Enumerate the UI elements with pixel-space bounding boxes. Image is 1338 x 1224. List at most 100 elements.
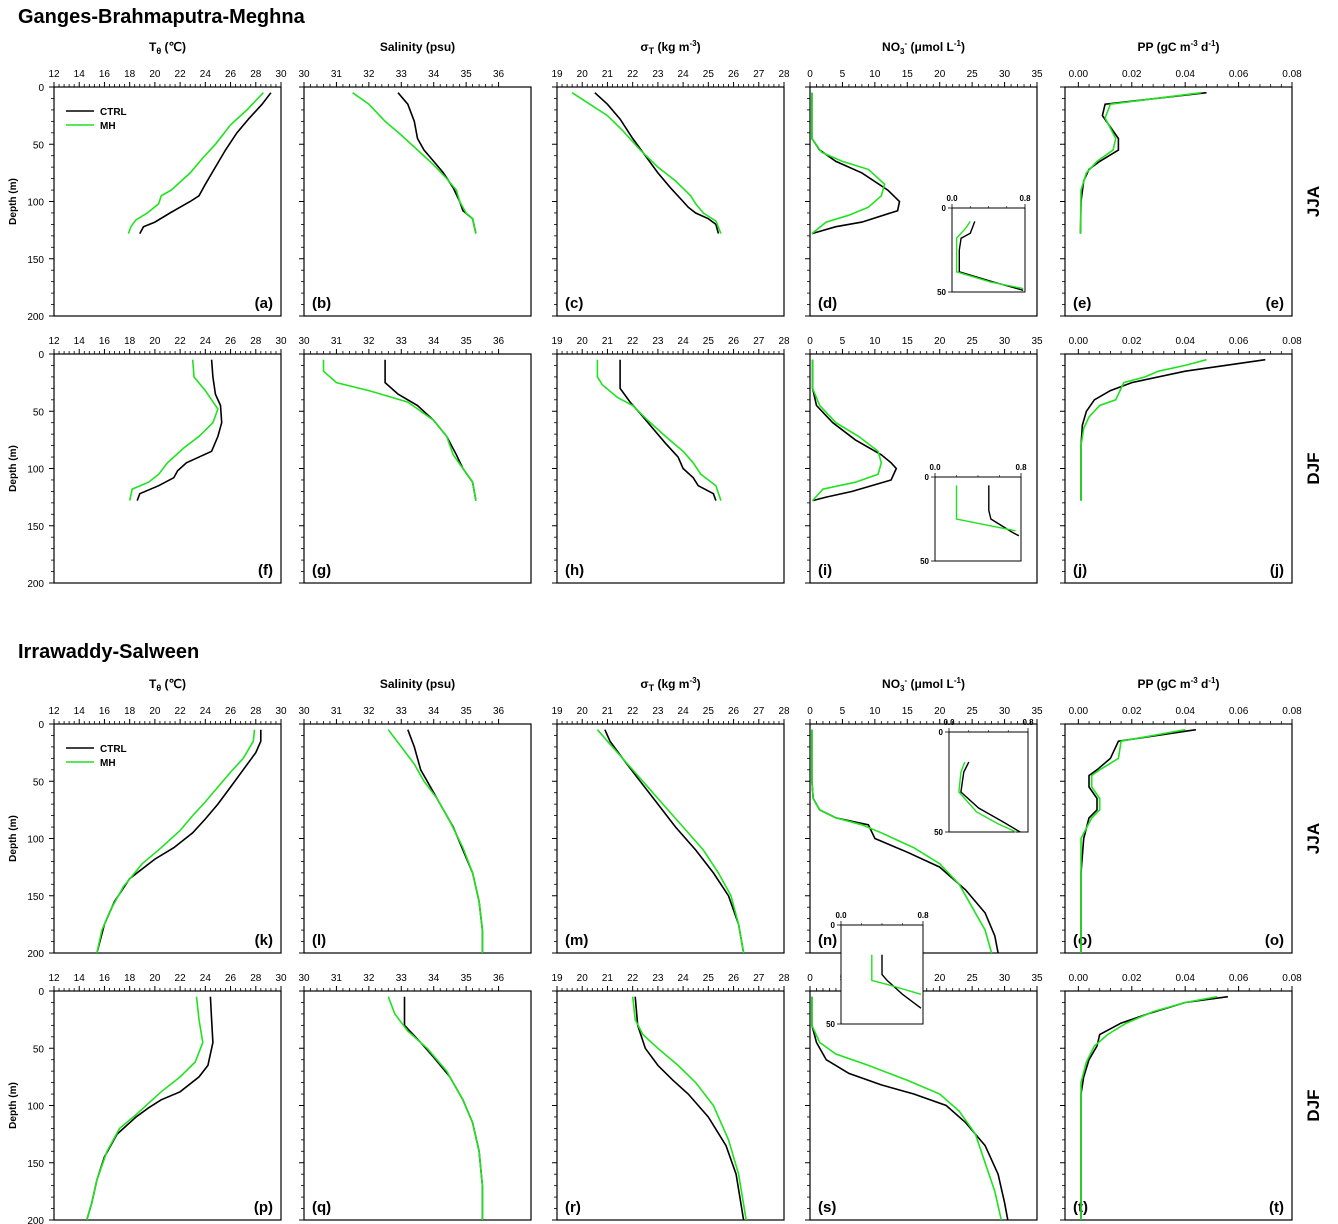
x-tick-label-l: 32	[363, 706, 375, 717]
inset-y-tick-label-d: 0	[942, 204, 947, 213]
x-tick-label-l: 34	[428, 706, 440, 717]
x-tick-label-d: 5	[840, 69, 846, 80]
x-tick-label-p: 28	[250, 973, 262, 984]
y-tick-label: 50	[33, 140, 45, 151]
inset-line-ctrl-s	[881, 954, 922, 1009]
region-title-1: Ganges-Brahmaputra-Meghna	[18, 6, 305, 28]
x-tick-label-f: 12	[48, 336, 60, 347]
panel-label-o: (o)	[1265, 932, 1284, 949]
x-tick-label-t: 0.06	[1229, 973, 1249, 984]
inset-frame-i	[934, 476, 1022, 562]
y-tick-label: 50	[33, 777, 45, 788]
x-tick-label-j: 0.06	[1229, 336, 1249, 347]
inset-x-tick-label-s: 0.0	[835, 911, 847, 920]
x-tick-label-h: 21	[602, 336, 614, 347]
x-tick-label-g: 33	[396, 336, 408, 347]
x-tick-label-k: 28	[250, 706, 262, 717]
panel-label-a: (a)	[255, 295, 273, 312]
y-tick-label: 100	[27, 198, 44, 209]
x-tick-label-t: 0.08	[1282, 973, 1302, 984]
x-tick-label-b: 34	[428, 69, 440, 80]
y-tick-label: 150	[27, 1159, 44, 1170]
x-tick-label-d: 35	[1031, 69, 1043, 80]
panel-frame-r	[556, 990, 785, 1221]
x-tick-label-p: 22	[175, 973, 187, 984]
y-tick-label: 0	[38, 720, 44, 731]
x-tick-label-c: 25	[703, 69, 715, 80]
panel-label-o: (o)	[1073, 932, 1092, 949]
series-line-mh-i	[811, 359, 883, 502]
x-tick-label-q: 36	[493, 973, 505, 984]
x-tick-label-o: 0.02	[1122, 706, 1142, 717]
x-tick-label-q: 34	[428, 973, 440, 984]
x-tick-label-c: 19	[551, 69, 563, 80]
series-line-ctrl-b	[397, 92, 477, 234]
y-tick-label: 50	[33, 1044, 45, 1055]
x-tick-label-g: 30	[298, 336, 310, 347]
inset-x-tick-label-i: 0.8	[1015, 463, 1027, 472]
series-line-ctrl-p	[86, 996, 214, 1221]
panel-label-r: (r)	[565, 1199, 581, 1216]
x-tick-label-p: 16	[99, 973, 111, 984]
panel-label-q: (q)	[312, 1199, 331, 1216]
x-tick-label-r: 26	[728, 973, 740, 984]
inset-x-tick-label-n: 0.0	[943, 718, 955, 727]
y-tick-label: 200	[27, 579, 44, 590]
x-tick-label-p: 20	[149, 973, 161, 984]
y-axis-label: Depth (m)	[8, 1082, 19, 1129]
panel-frame-j	[1064, 353, 1293, 584]
x-tick-label-p: 30	[275, 973, 287, 984]
x-tick-label-r: 23	[652, 973, 664, 984]
x-tick-label-f: 18	[124, 336, 136, 347]
column-title-3: NO3- (μmol L-1)	[882, 39, 965, 56]
x-tick-label-i: 35	[1031, 336, 1043, 347]
x-tick-label-n: 10	[869, 706, 881, 717]
series-line-ctrl-o	[1080, 728, 1197, 953]
panel-label-k: (k)	[255, 932, 273, 949]
panel-frame-p	[53, 990, 282, 1221]
panel-frame-g	[303, 353, 532, 584]
x-tick-label-a: 20	[149, 69, 161, 80]
x-tick-label-s: 20	[934, 973, 946, 984]
y-tick-label: 100	[27, 1102, 44, 1113]
x-tick-label-i: 25	[967, 336, 979, 347]
inset-frame-n	[948, 731, 1029, 833]
panel-label-c: (c)	[565, 295, 583, 312]
x-tick-label-a: 12	[48, 69, 60, 80]
x-tick-label-i: 0	[807, 336, 813, 347]
x-tick-label-f: 22	[175, 336, 187, 347]
x-tick-label-p: 26	[225, 973, 237, 984]
x-tick-label-t: 0.02	[1122, 973, 1142, 984]
x-tick-label-l: 35	[461, 706, 473, 717]
column-title-1: Salinity (psu)	[380, 40, 455, 54]
x-tick-label-g: 31	[331, 336, 343, 347]
x-tick-label-a: 22	[175, 69, 187, 80]
panel-frame-t	[1064, 990, 1293, 1221]
y-tick-label: 200	[27, 949, 44, 960]
panel-frame-q	[303, 990, 532, 1221]
series-line-ctrl-h	[619, 359, 717, 501]
series-line-ctrl-l	[407, 729, 484, 953]
x-tick-label-b: 33	[396, 69, 408, 80]
series-line-ctrl-e	[1079, 91, 1207, 234]
series-line-mh-j	[1080, 358, 1207, 501]
panel-label-j: (j)	[1073, 562, 1087, 579]
series-line-mh-n	[811, 729, 993, 954]
series-line-mh-o	[1080, 728, 1186, 953]
x-tick-label-b: 36	[493, 69, 505, 80]
x-tick-label-f: 14	[74, 336, 86, 347]
series-line-ctrl-f	[136, 359, 223, 501]
x-tick-label-k: 12	[48, 706, 60, 717]
column-title-0: Tθ (℃)	[149, 677, 186, 693]
y-tick-label: 0	[38, 987, 44, 998]
y-tick-label: 150	[27, 522, 44, 533]
x-tick-label-t: 0.04	[1175, 973, 1195, 984]
column-title-2: σT (kg m-3)	[640, 39, 700, 56]
inset-y-tick-label-d: 50	[937, 288, 946, 297]
inset-line-mh-d	[955, 221, 1024, 290]
x-tick-label-r: 22	[627, 973, 639, 984]
panel-label-e: (e)	[1073, 295, 1091, 312]
x-tick-label-f: 16	[99, 336, 111, 347]
x-tick-label-i: 10	[869, 336, 881, 347]
x-tick-label-m: 19	[551, 706, 563, 717]
